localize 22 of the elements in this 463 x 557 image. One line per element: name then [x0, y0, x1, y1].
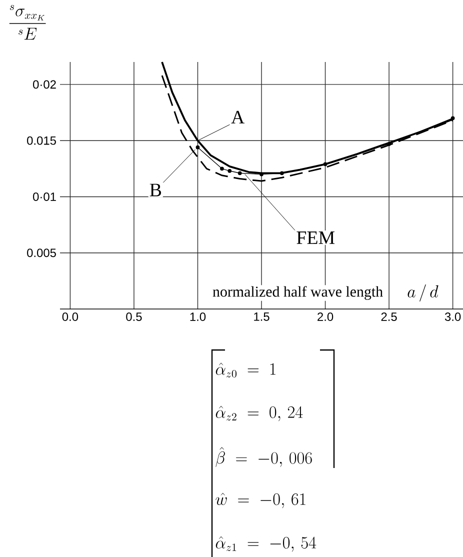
text: $\hat{\alpha}_{z1}\;=\;-0,\,54$	[216, 536, 316, 552]
y-tick-label: 0.005	[27, 248, 56, 258]
text: $\hat{\alpha}_{z2}\;=\;0,\,24$	[216, 406, 303, 422]
y-tick-label: 0.015	[27, 136, 56, 145]
x-tick-label: 0.5	[126, 312, 142, 321]
x-tick-label: 1.0	[190, 312, 206, 321]
annotation: A	[231, 110, 245, 124]
y-axis-title: $\frac{{}^{s}\sigma_{xx_K}}{{}^{s}E}$	[9, 5, 46, 40]
text: $\hat{\beta}\;=\;-0,\,006$	[216, 447, 312, 467]
x-tick-label: 2.0	[318, 312, 334, 321]
annotation: $a\,/\,d$	[408, 284, 438, 302]
x-tick-label: 0.0	[62, 312, 78, 321]
text: $\hat{w}\;=\;-0,\,61$	[216, 492, 306, 508]
x-tick-label: 3.0	[444, 312, 461, 321]
annotation: B	[150, 184, 162, 196]
y-tick-label: 0·01	[33, 192, 56, 201]
annotation: FEM	[296, 232, 335, 244]
x-tick-label: 1.5	[254, 312, 270, 321]
text: $\hat{\alpha}_{z0}\;=\;1$	[216, 362, 276, 378]
x-axis-title: normalized half wave length	[212, 286, 383, 300]
y-tick-label: 0·02	[33, 80, 56, 89]
x-tick-label: 2.5	[381, 312, 397, 321]
